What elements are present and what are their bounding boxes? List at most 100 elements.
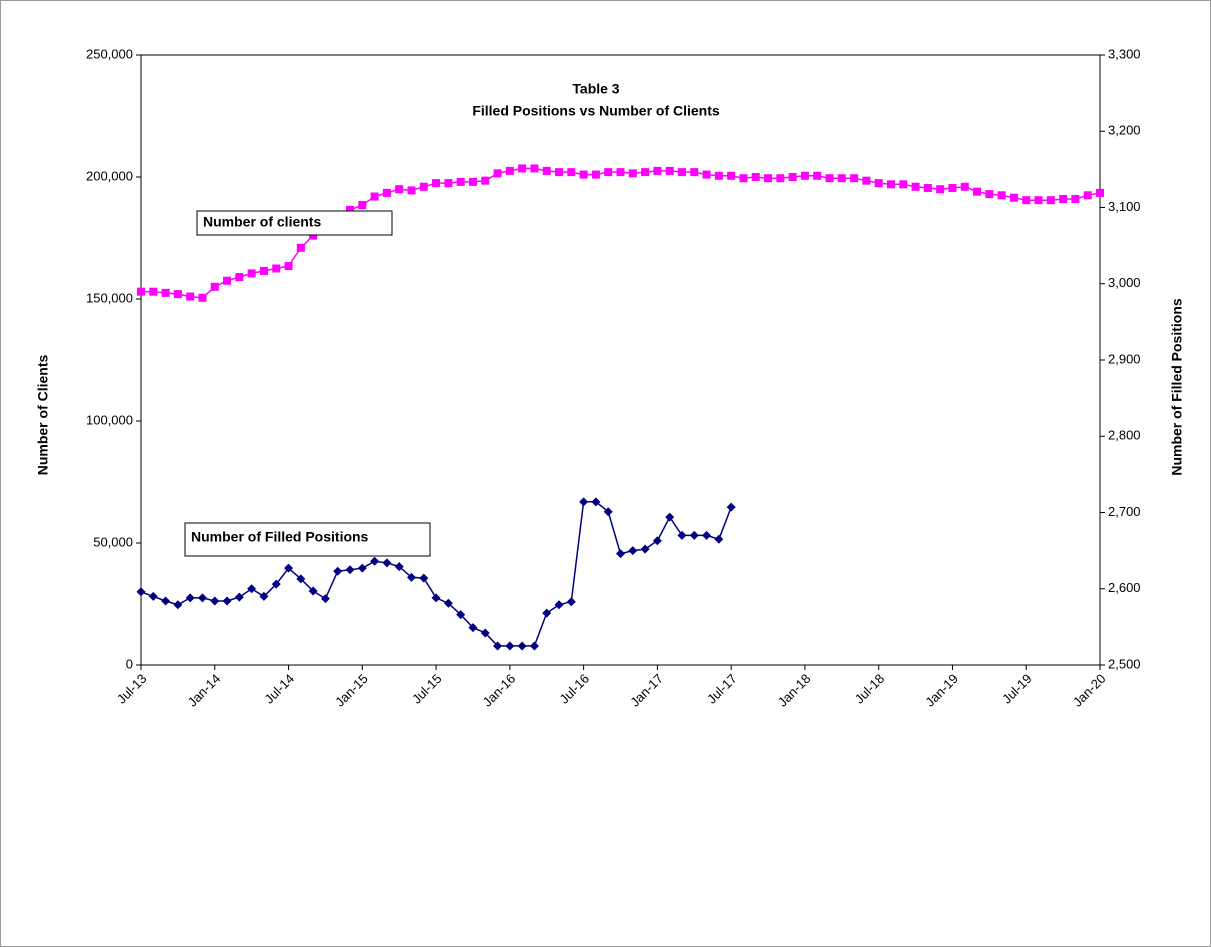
point bbox=[591, 497, 601, 507]
chart-title: Table 3 bbox=[572, 81, 619, 97]
point bbox=[702, 530, 712, 540]
point bbox=[1009, 193, 1018, 202]
point bbox=[567, 168, 576, 177]
y-tick-label: 0 bbox=[126, 656, 133, 671]
point bbox=[357, 563, 367, 573]
point bbox=[345, 565, 355, 575]
point bbox=[333, 566, 343, 576]
point bbox=[382, 558, 392, 568]
point bbox=[628, 546, 638, 556]
point bbox=[370, 192, 379, 201]
annotation: Number of Filled Positions bbox=[191, 529, 369, 545]
point bbox=[296, 243, 305, 252]
point bbox=[555, 168, 564, 177]
point bbox=[579, 170, 588, 179]
point bbox=[653, 166, 662, 175]
point bbox=[862, 176, 871, 185]
point bbox=[677, 530, 687, 540]
point bbox=[271, 579, 281, 589]
y2-tick-label: 3,000 bbox=[1108, 275, 1141, 290]
annotation-box bbox=[196, 210, 393, 236]
point bbox=[517, 641, 527, 651]
point bbox=[690, 168, 699, 177]
point bbox=[468, 177, 477, 186]
point bbox=[197, 593, 207, 603]
point bbox=[320, 594, 330, 604]
point bbox=[776, 174, 785, 183]
point bbox=[874, 179, 883, 188]
point bbox=[764, 174, 773, 183]
point bbox=[554, 600, 564, 610]
point bbox=[726, 502, 736, 512]
point bbox=[973, 187, 982, 196]
point bbox=[825, 174, 834, 183]
y-tick-label: 100,000 bbox=[86, 412, 133, 427]
point bbox=[468, 623, 478, 633]
point bbox=[259, 591, 269, 601]
point bbox=[899, 180, 908, 189]
point bbox=[604, 168, 613, 177]
annotation-box bbox=[184, 522, 431, 557]
point bbox=[542, 608, 552, 618]
point bbox=[395, 185, 404, 194]
point bbox=[419, 182, 428, 191]
point bbox=[222, 596, 232, 606]
point bbox=[358, 201, 367, 210]
point bbox=[149, 287, 158, 296]
point bbox=[689, 530, 699, 540]
point bbox=[665, 166, 674, 175]
point bbox=[923, 183, 932, 192]
point bbox=[185, 593, 195, 603]
y2-tick-label: 3,300 bbox=[1108, 46, 1141, 61]
point bbox=[1071, 194, 1080, 203]
point bbox=[247, 584, 257, 594]
point bbox=[518, 164, 527, 173]
point bbox=[223, 276, 232, 285]
y-tick-label: 150,000 bbox=[86, 290, 133, 305]
point bbox=[997, 191, 1006, 200]
point bbox=[1046, 196, 1055, 205]
point bbox=[1034, 196, 1043, 205]
point bbox=[665, 512, 675, 522]
point bbox=[837, 174, 846, 183]
point bbox=[444, 179, 453, 188]
point bbox=[259, 266, 268, 275]
point bbox=[309, 231, 318, 240]
point bbox=[960, 182, 969, 191]
point bbox=[284, 563, 294, 573]
point bbox=[136, 587, 146, 597]
point bbox=[173, 290, 182, 299]
point bbox=[714, 171, 723, 180]
point bbox=[727, 171, 736, 180]
point bbox=[370, 556, 380, 566]
point bbox=[456, 610, 466, 620]
point bbox=[948, 183, 957, 192]
point bbox=[419, 573, 429, 583]
annotation: Number of clients bbox=[203, 214, 321, 230]
point bbox=[850, 174, 859, 183]
point bbox=[173, 600, 183, 610]
point bbox=[137, 287, 145, 296]
point bbox=[493, 169, 502, 178]
point bbox=[591, 170, 600, 179]
point bbox=[628, 169, 637, 178]
point bbox=[382, 188, 391, 197]
y-axis-label: Number of Clients bbox=[35, 355, 51, 476]
point bbox=[481, 176, 490, 185]
point bbox=[161, 596, 171, 606]
point bbox=[394, 562, 404, 572]
point bbox=[407, 186, 416, 195]
point bbox=[1022, 196, 1031, 205]
y2-tick-label: 2,600 bbox=[1108, 580, 1141, 595]
point bbox=[493, 641, 503, 651]
point bbox=[505, 641, 515, 651]
point bbox=[148, 591, 158, 601]
point bbox=[739, 174, 748, 183]
point bbox=[579, 497, 589, 507]
point bbox=[443, 598, 453, 608]
point bbox=[985, 190, 994, 199]
point bbox=[272, 264, 281, 273]
point bbox=[431, 593, 441, 603]
y-tick-label: 250,000 bbox=[86, 46, 133, 61]
